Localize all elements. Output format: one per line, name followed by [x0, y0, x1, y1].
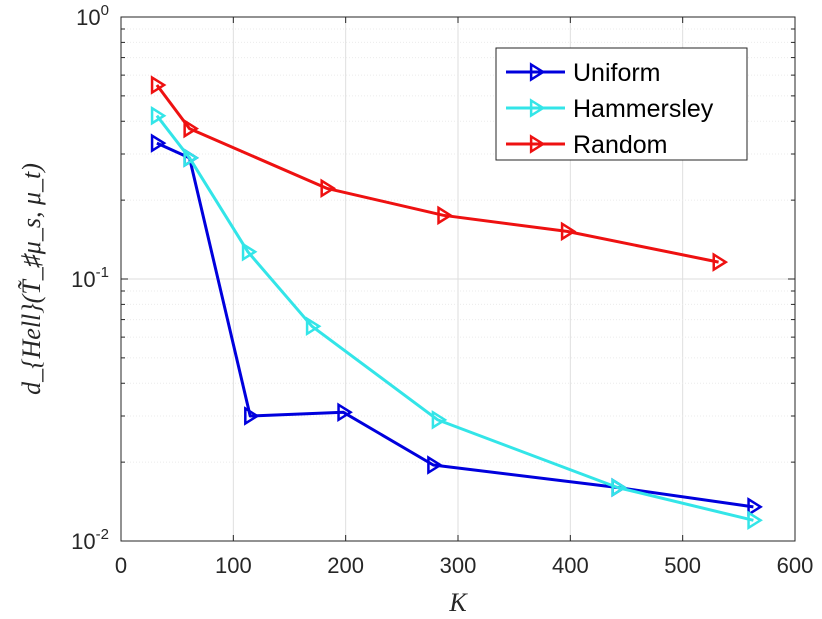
- x-tick-label: 200: [327, 553, 364, 578]
- data-point-marker: [320, 178, 337, 199]
- data-point-marker: [560, 221, 577, 242]
- y-axis-label: d_{Hell}(T̃_♯μ_s, μ_t): [17, 163, 46, 395]
- data-point-marker: [183, 148, 200, 168]
- x-tick-label: 400: [552, 553, 589, 578]
- legend-label: Random: [573, 131, 668, 159]
- series-random: [150, 75, 729, 272]
- data-point-marker: [305, 316, 322, 337]
- data-point-marker: [747, 497, 763, 517]
- data-point-marker: [427, 455, 443, 475]
- legend-label: Uniform: [573, 59, 661, 87]
- legend-entry: Hammersley: [506, 95, 714, 123]
- series-layer: [150, 75, 763, 531]
- data-point-marker: [431, 410, 448, 430]
- series-line: [155, 114, 754, 522]
- data-point-marker: [244, 406, 260, 426]
- legend-entry: Random: [506, 131, 668, 159]
- x-tick-label: 100: [215, 553, 252, 578]
- y-tick-label: 10-2: [71, 526, 109, 554]
- x-axis-label: K: [448, 588, 468, 617]
- series-hammersley: [150, 105, 763, 531]
- data-point-marker: [150, 133, 167, 153]
- data-point-marker: [150, 105, 167, 126]
- legend-entry: Uniform: [506, 59, 661, 87]
- data-point-marker: [183, 118, 200, 139]
- data-point-marker: [611, 477, 627, 498]
- data-point-marker: [150, 75, 167, 95]
- x-tick-label: 0: [115, 553, 127, 578]
- legend: Uniform Hammersley Random: [495, 47, 748, 161]
- data-point-marker: [337, 402, 353, 423]
- axis-ticks: 0 100 200 300 400 500 600 10-2 10-1 100: [71, 2, 813, 578]
- data-point-marker: [712, 252, 729, 272]
- y-tick-label: 10-1: [71, 264, 109, 292]
- data-point-marker: [437, 205, 453, 226]
- legend-marker: [529, 134, 546, 154]
- data-point-marker: [747, 510, 763, 531]
- data-point-marker: [241, 242, 258, 262]
- legend-marker: [529, 62, 546, 82]
- x-tick-label: 300: [440, 553, 477, 578]
- legend-label: Hammersley: [573, 95, 714, 123]
- legend-entries: Uniform Hammersley Random: [506, 59, 714, 159]
- x-tick-label: 600: [777, 553, 814, 578]
- x-tick-label: 500: [664, 553, 701, 578]
- y-tick-label: 100: [76, 2, 109, 30]
- legend-marker: [529, 98, 546, 118]
